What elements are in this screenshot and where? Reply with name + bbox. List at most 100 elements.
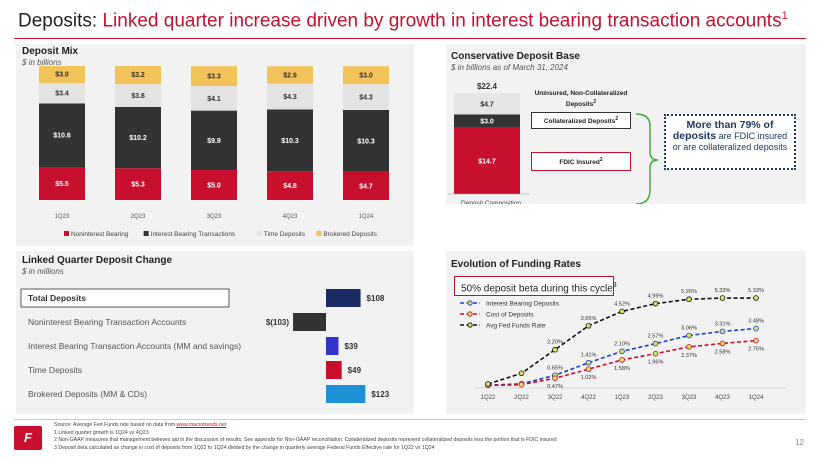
funding-rate-chart: 1Q22 2Q22 3Q22 4Q22 1Q23 2Q23 3Q23 4Q23 1Q24 0.65… xyxy=(460,288,786,401)
data-point xyxy=(619,348,625,355)
legend-label: Time Deposits xyxy=(264,231,306,238)
footnote-1: 1 Linked quarter growth is 1Q24 vs 4Q23 xyxy=(54,429,149,436)
legend-label: Noninterest Bearing xyxy=(71,231,129,238)
data-label: 3.65% xyxy=(581,316,597,322)
data-point xyxy=(585,359,592,366)
data-point xyxy=(652,340,659,347)
composition-collateralized-deposits xyxy=(454,114,520,128)
data-point xyxy=(552,346,558,353)
x-axis-label: Deposit Composition xyxy=(461,200,521,204)
bar-brokered-deposits xyxy=(39,66,85,83)
bar-value-label: $4.8 xyxy=(283,183,297,190)
data-label: 3.48% xyxy=(748,319,764,325)
change-bar xyxy=(326,337,339,355)
bar-time-deposits xyxy=(343,84,389,110)
linked-subtitle: $ in millions xyxy=(22,267,64,276)
data-point xyxy=(518,370,525,377)
collateralized-box: Collateralized Deposits2 xyxy=(531,112,631,130)
data-point xyxy=(719,340,726,347)
bar-value-label: $4.3 xyxy=(359,95,373,102)
bar-value-label: $10.6 xyxy=(53,133,71,140)
row-label: Interest Bearing Transaction Accounts (M… xyxy=(28,341,241,351)
conservative-title: Conservative Deposit Base xyxy=(451,51,580,62)
fdic-label: FDIC Insured xyxy=(559,159,600,167)
collateralized-sup: 2 xyxy=(615,116,619,122)
footnote-source: Source: Average Fed Funds rate based on … xyxy=(54,422,557,430)
beta-callout: 50% deposit beta during this cycle3 xyxy=(454,276,617,296)
legend-swatch xyxy=(316,231,322,236)
bar-value-label: $3.0 xyxy=(359,73,373,80)
data-label: 1.41% xyxy=(581,353,597,359)
legend-marker xyxy=(467,322,473,328)
data-point xyxy=(518,381,525,388)
fdic-callout: More than 79% of deposits are FDIC insur… xyxy=(664,114,796,170)
data-label: 2.20% xyxy=(547,340,563,346)
footnote-source-text: Source: Average Fed Funds rate based on … xyxy=(54,422,177,428)
beta-text: 50% deposit beta during this cycle xyxy=(461,283,613,295)
change-bar xyxy=(326,289,361,307)
title-highlight: Linked quarter increase driven by growth… xyxy=(102,10,782,32)
bar-interest-bearing-transactions xyxy=(115,107,161,169)
row-label: Noninterest Bearing Transaction Accounts xyxy=(28,317,186,327)
change-value-label: $123 xyxy=(371,390,389,399)
bar-value-label: $2.9 xyxy=(283,72,297,79)
deposit-mix-subtitle: $ in billions xyxy=(22,58,62,67)
x-tick-label: 1Q24 xyxy=(359,214,374,220)
data-point xyxy=(585,366,592,372)
x-tick-label: 3Q23 xyxy=(682,395,697,401)
legend-swatch xyxy=(143,231,149,236)
linked-title: Linked Quarter Deposit Change xyxy=(22,255,173,266)
callout-rest: are FDIC insured or are collateralized d… xyxy=(672,131,788,152)
x-tick-label: 3Q22 xyxy=(548,395,563,401)
linked-change-chart: Total Deposits $108 Noninterest Bearing Tr… xyxy=(20,288,390,403)
data-label: 2.10% xyxy=(614,341,630,347)
bar-interest-bearing-transactions xyxy=(267,109,313,172)
x-tick-label: 1Q23 xyxy=(615,395,630,401)
uninsured-label: Uninsured, Non-Collateralized Deposits xyxy=(534,90,628,109)
x-tick-label: 2Q22 xyxy=(514,395,529,401)
data-point xyxy=(753,337,759,344)
data-label: 0.47% xyxy=(547,384,563,390)
data-point xyxy=(619,357,625,363)
data-point xyxy=(686,344,692,350)
data-label: 1.58% xyxy=(614,366,630,372)
data-label: 3.31% xyxy=(715,321,731,327)
total-deposits-box xyxy=(20,288,230,308)
bar-time-deposits xyxy=(115,84,161,107)
uninsured-box: Uninsured, Non-Collateralized Deposits2 xyxy=(531,88,631,111)
bar-value-label: $5.5 xyxy=(55,181,69,188)
bar-value-label: $3.0 xyxy=(55,72,69,79)
series-line-avg-fed-funds-rate xyxy=(487,297,756,385)
x-tick-label: 1Q22 xyxy=(481,395,496,401)
company-logo: F xyxy=(14,426,42,450)
legend-label: Interest Bearing Transactions xyxy=(151,231,236,238)
footnotes: Source: Average Fed Funds rate based on … xyxy=(54,422,557,452)
fdic-sup: 2 xyxy=(599,157,603,163)
bar-interest-bearing-transactions xyxy=(39,103,85,167)
row-label: Total Deposits xyxy=(28,293,86,303)
legend-label: Brokered Deposits xyxy=(323,231,377,238)
footnote-3: 3 Deposit beta calculated as change in c… xyxy=(54,444,435,451)
collateralized-label: Collateralized Deposits xyxy=(543,118,616,126)
change-value-label: $49 xyxy=(348,366,362,375)
legend-label: Cost of Deposits xyxy=(486,312,534,319)
change-value-label: $39 xyxy=(344,342,358,351)
bar-value-label: $9.9 xyxy=(207,138,221,145)
x-tick-label: 2Q23 xyxy=(648,395,663,401)
bar-value-label: $10.3 xyxy=(281,138,299,145)
bar-brokered-deposits xyxy=(191,66,237,86)
source-link[interactable]: www.macrotrends.net xyxy=(176,422,227,428)
legend-label: Interest Bearing Deposits xyxy=(486,301,560,308)
bar-value-label: $4.1 xyxy=(207,96,221,103)
change-value-label: $(103) xyxy=(266,318,289,327)
data-label: 0.65% xyxy=(547,365,563,371)
row-label: Time Deposits xyxy=(28,365,82,375)
composition-uninsured-non-collateralized-deposits xyxy=(454,93,520,115)
data-point xyxy=(719,328,726,335)
x-tick-label: 2Q23 xyxy=(131,214,146,220)
bar-noninterest-bearing xyxy=(191,170,237,200)
data-label: 2.58% xyxy=(715,349,731,355)
change-bar xyxy=(293,313,326,331)
callout-bold: More than 79% of deposits xyxy=(672,119,774,142)
data-label: 2.37% xyxy=(681,353,697,359)
